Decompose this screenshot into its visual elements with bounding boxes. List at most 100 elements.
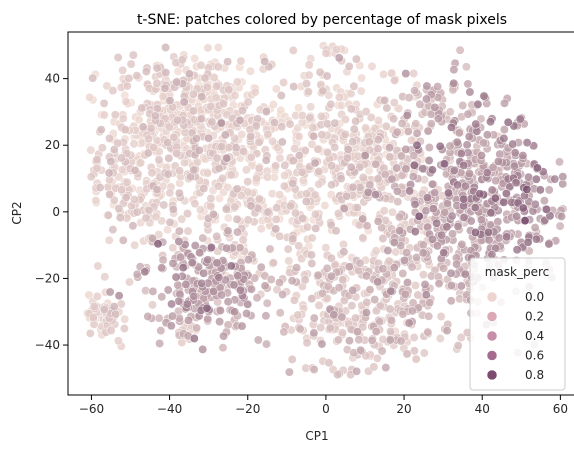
scatter-point (420, 280, 430, 289)
legend-label: 0.8 (525, 368, 544, 382)
scatter-point (143, 312, 153, 321)
scatter-point (327, 271, 336, 281)
scatter-point (500, 98, 509, 108)
scatter-point (230, 91, 240, 101)
scatter-point (104, 235, 114, 245)
scatter-point (132, 71, 142, 81)
scatter-point (230, 202, 240, 212)
scatter-point (130, 195, 139, 205)
scatter-point (276, 105, 286, 115)
scatter-point (333, 209, 343, 218)
scatter-point (329, 310, 339, 320)
scatter-point (168, 258, 178, 268)
scatter-point (309, 328, 319, 338)
scatter-point (271, 224, 281, 234)
scatter-point (243, 255, 253, 265)
scatter-point (221, 204, 231, 214)
scatter-point (148, 286, 158, 296)
scatter-point (380, 95, 390, 105)
scatter-point (132, 207, 142, 217)
scatter-point (333, 370, 343, 380)
scatter-point (518, 203, 528, 213)
legend: mask_perc 0.0 0.2 0.4 0.6 0.8 (469, 257, 566, 391)
scatter-point (334, 53, 344, 63)
scatter-point (148, 233, 158, 243)
scatter-point (265, 244, 275, 254)
scatter-point (385, 304, 395, 314)
scatter-point (459, 194, 469, 204)
scatter-point (343, 144, 353, 154)
scatter-point (316, 323, 326, 332)
scatter-point (271, 161, 281, 171)
scatter-point (362, 221, 372, 231)
scatter-point (449, 65, 459, 75)
scatter-point (479, 91, 489, 101)
y-tick-label: −40 (35, 338, 60, 352)
scatter-point (424, 156, 434, 165)
scatter-point (448, 229, 457, 239)
scatter-point (88, 73, 98, 83)
scatter-point (334, 283, 344, 293)
scatter-point (212, 258, 222, 268)
scatter-point (166, 321, 176, 331)
scatter-point (401, 164, 411, 174)
scatter-point (384, 256, 394, 266)
scatter-point (362, 271, 371, 281)
scatter-point (418, 270, 428, 280)
scatter-point (434, 279, 444, 289)
scatter-point (226, 261, 236, 271)
scatter-point (378, 234, 388, 243)
scatter-point (277, 122, 287, 132)
scatter-point (326, 253, 336, 263)
scatter-point (216, 118, 226, 128)
scatter-point (136, 158, 146, 168)
scatter-point (284, 367, 294, 377)
scatter-point (403, 126, 413, 136)
scatter-point (453, 180, 462, 190)
scatter-point (213, 181, 223, 191)
scatter-point (465, 169, 474, 178)
scatter-point (104, 168, 114, 178)
scatter-point (518, 151, 528, 161)
scatter-point (238, 146, 248, 156)
scatter-point (330, 142, 340, 152)
scatter-point (343, 153, 352, 163)
scatter-point (302, 189, 311, 199)
scatter-point (236, 285, 245, 295)
scatter-point (286, 201, 295, 211)
scatter-point (555, 221, 565, 231)
scatter-point (238, 235, 248, 245)
scatter-point (309, 131, 318, 141)
scatter-point (235, 243, 245, 253)
scatter-point (154, 155, 164, 165)
scatter-point (95, 183, 105, 192)
scatter-point (371, 246, 381, 256)
scatter-point (418, 164, 428, 174)
scatter-point (223, 226, 233, 236)
scatter-point (233, 271, 243, 281)
scatter-point (352, 366, 362, 376)
scatter-point (308, 122, 318, 132)
scatter-point (361, 123, 371, 133)
scatter-point (354, 266, 363, 276)
scatter-point (424, 311, 434, 321)
scatter-point (291, 208, 300, 218)
scatter-point (428, 204, 438, 214)
scatter-point (232, 184, 242, 194)
scatter-point (214, 273, 224, 282)
scatter-point (415, 99, 425, 109)
scatter-point (447, 122, 456, 132)
scatter-point (157, 292, 167, 302)
scatter-point (86, 145, 96, 155)
scatter-point (222, 153, 232, 163)
scatter-point (512, 245, 522, 255)
scatter-point (358, 173, 368, 182)
scatter-point (366, 112, 376, 122)
scatter-point (92, 163, 102, 173)
legend-marker (486, 291, 498, 303)
scatter-point (106, 326, 116, 335)
scatter-point (116, 153, 126, 163)
scatter-point (316, 111, 326, 121)
scatter-point (288, 45, 298, 55)
scatter-point (140, 267, 150, 277)
